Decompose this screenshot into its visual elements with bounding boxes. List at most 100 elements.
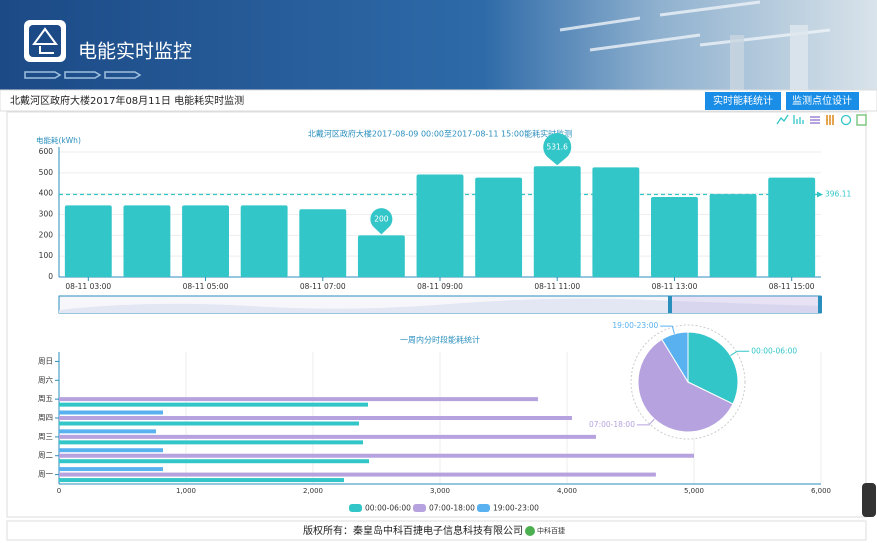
zoom-window[interactable] bbox=[670, 296, 821, 313]
header-pillar bbox=[790, 25, 808, 90]
legend-label[interactable]: 07:00-18:00 bbox=[429, 504, 475, 513]
bar bbox=[59, 434, 596, 439]
zoom-handle[interactable] bbox=[818, 296, 822, 313]
y-tick-label: 100 bbox=[39, 251, 54, 260]
x-tick-label: 08-11 09:00 bbox=[417, 282, 463, 291]
header-title: 电能实时监控 bbox=[78, 41, 192, 63]
button-label[interactable]: 监测点位设计 bbox=[792, 94, 852, 107]
x-tick-label: 1,000 bbox=[176, 487, 196, 495]
bar bbox=[59, 440, 364, 445]
bar bbox=[59, 478, 344, 483]
footer bbox=[6, 520, 867, 541]
y-tick-label: 200 bbox=[39, 230, 54, 239]
mark-pin-label: 531.6 bbox=[546, 142, 568, 151]
y-axis-label: 电能耗(kWh) bbox=[36, 135, 81, 145]
y-tick-label: 周六 bbox=[38, 374, 53, 384]
bar bbox=[475, 177, 523, 277]
logo-inner bbox=[29, 25, 61, 57]
legend-swatch[interactable] bbox=[413, 504, 426, 512]
legend-swatch[interactable] bbox=[477, 504, 490, 512]
y-tick-label: 周三 bbox=[38, 432, 53, 441]
mark-pin bbox=[370, 208, 393, 235]
bar bbox=[59, 459, 370, 464]
bar bbox=[533, 166, 581, 277]
bar bbox=[59, 416, 572, 420]
y-tick-label: 400 bbox=[39, 189, 54, 198]
x-tick-label: 08-11 05:00 bbox=[183, 282, 229, 291]
bar bbox=[416, 174, 464, 277]
bar bbox=[299, 209, 347, 277]
legend-swatch[interactable] bbox=[349, 504, 362, 512]
footer-logo-text: 中科百捷 bbox=[537, 526, 565, 535]
x-tick-label: 6,000 bbox=[811, 487, 831, 495]
chart-tools[interactable] bbox=[776, 114, 867, 126]
footer-logo bbox=[525, 526, 535, 536]
bar bbox=[59, 429, 157, 434]
bar bbox=[592, 167, 640, 277]
pie-label: 19:00-23:00 bbox=[612, 321, 658, 330]
mark-line-arrow bbox=[817, 191, 823, 198]
pie-leader bbox=[636, 418, 655, 426]
bar bbox=[59, 397, 539, 402]
toolbar-caption: 北戴河区政府大楼2017年08月11日 电能耗实时监测 bbox=[10, 94, 244, 107]
x-tick-label: 08-11 13:00 bbox=[652, 282, 698, 291]
y-tick-label: 300 bbox=[39, 210, 54, 219]
y-tick-label: 500 bbox=[39, 168, 54, 177]
logo-icon bbox=[32, 27, 58, 54]
y-tick-label: 周二 bbox=[38, 451, 53, 460]
bar bbox=[59, 448, 164, 453]
x-tick-label: 08-11 11:00 bbox=[534, 282, 580, 291]
y-tick-label: 0 bbox=[48, 272, 53, 281]
mark-pin-label: 200 bbox=[374, 214, 389, 223]
header-arrows bbox=[24, 71, 142, 79]
x-tick-label: 08-11 15:00 bbox=[769, 282, 815, 291]
legend-label[interactable]: 00:00-06:00 bbox=[365, 504, 411, 513]
mark-line-label: 396.11 bbox=[825, 189, 851, 198]
zoom-shadow bbox=[59, 298, 821, 313]
bar bbox=[357, 235, 405, 277]
bar bbox=[59, 453, 694, 458]
zoom-handle[interactable] bbox=[668, 296, 672, 313]
button[interactable] bbox=[705, 92, 781, 110]
x-tick-label: 4,000 bbox=[557, 487, 577, 495]
mark-pin bbox=[543, 133, 572, 166]
footer-text: 版权所有：秦皇岛中科百捷电子信息科技有限公司 bbox=[303, 524, 523, 537]
x-tick-label: 08-11 07:00 bbox=[300, 282, 346, 291]
x-tick-label: 08-11 03:00 bbox=[65, 282, 111, 291]
bar bbox=[768, 177, 816, 277]
toolbar bbox=[0, 89, 877, 112]
button-label[interactable]: 实时能耗统计 bbox=[713, 94, 773, 107]
x-tick-label: 0 bbox=[57, 487, 61, 495]
bar bbox=[59, 410, 164, 415]
side-widget[interactable] bbox=[862, 483, 876, 517]
bar bbox=[59, 472, 656, 477]
x-tick-label: 2,000 bbox=[303, 487, 323, 495]
bar bbox=[123, 205, 171, 277]
bar bbox=[240, 205, 288, 277]
y-tick-label: 周四 bbox=[38, 413, 53, 422]
legend-label[interactable]: 19:00-23:00 bbox=[493, 504, 539, 513]
header-pillar bbox=[730, 35, 744, 90]
pie-label: 00:00-06:00 bbox=[751, 346, 797, 355]
bar bbox=[59, 421, 359, 426]
pie-label: 07:00-18:00 bbox=[589, 420, 635, 429]
pie-slice bbox=[637, 338, 734, 433]
bar bbox=[59, 467, 164, 472]
chart-title: 一周内分时段能耗统计 bbox=[400, 335, 480, 345]
pie-slice bbox=[661, 331, 689, 384]
y-tick-label: 周日 bbox=[38, 356, 53, 365]
bar bbox=[64, 205, 112, 277]
bar bbox=[59, 402, 368, 407]
bar bbox=[709, 194, 757, 277]
x-tick-label: 3,000 bbox=[430, 487, 450, 495]
bar bbox=[182, 205, 229, 277]
content-frame bbox=[6, 111, 867, 518]
pie-leader bbox=[730, 350, 750, 356]
chart-title: 北戴河区政府大楼2017-08-09 00:00至2017-08-11 15:0… bbox=[308, 129, 572, 139]
header-decor bbox=[559, 0, 831, 52]
button[interactable] bbox=[786, 92, 859, 110]
y-tick-label: 600 bbox=[39, 147, 54, 156]
y-tick-label: 周一 bbox=[38, 470, 53, 479]
